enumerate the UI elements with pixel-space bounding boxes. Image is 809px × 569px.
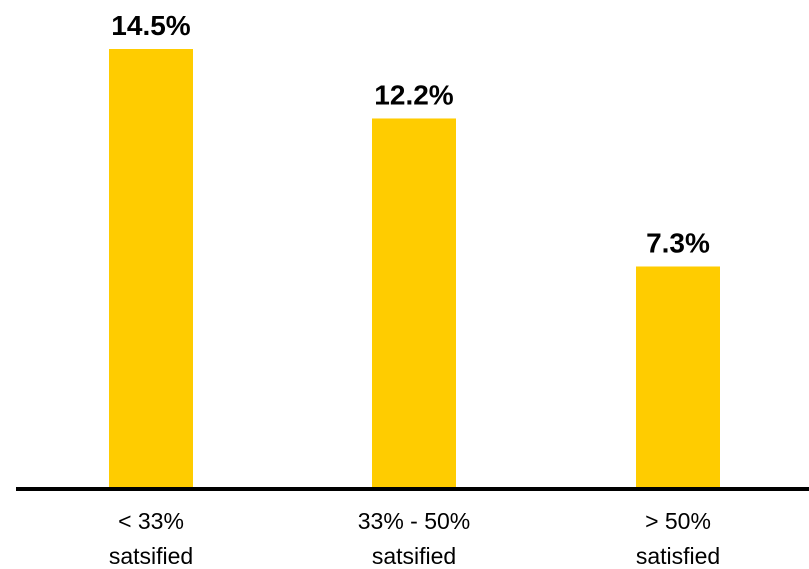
category-label-line: 33% - 50% — [358, 508, 471, 534]
category-label-1: < 33% satsified — [109, 508, 193, 569]
value-labels-group: 14.5% 12.2% 7.3% — [111, 10, 710, 258]
bar-3 — [636, 266, 720, 487]
category-label-2: 33% - 50% satsified — [358, 508, 471, 569]
category-label-3: > 50% satisfied — [636, 508, 720, 569]
category-label-line: > 50% — [645, 508, 711, 534]
bar-1 — [109, 49, 193, 487]
bar-2 — [372, 118, 456, 487]
category-label-line: satsified — [109, 543, 193, 569]
value-label-3: 7.3% — [646, 227, 710, 258]
category-labels-group: < 33% satsified 33% - 50% satsified > 50% sat… — [109, 508, 720, 569]
category-label-line: satsified — [372, 543, 456, 569]
value-label-1: 14.5% — [111, 10, 190, 41]
value-label-2: 12.2% — [374, 79, 453, 110]
category-label-line: satisfied — [636, 543, 720, 569]
bars-group — [109, 49, 720, 487]
category-label-line: < 33% — [118, 508, 184, 534]
